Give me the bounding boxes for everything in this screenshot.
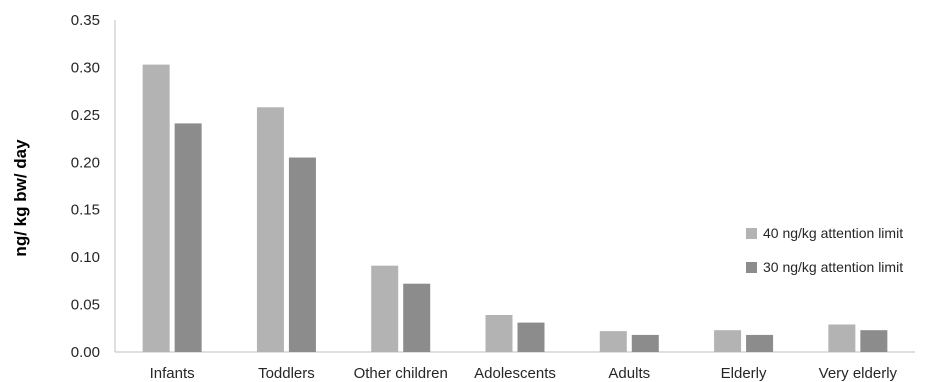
y-axis-ticks: 0.00 0.05 0.10 0.15 0.20 0.25 0.30 0.35 [71,12,100,361]
x-axis-labels: Infants Toddlers Other children Adolescents… [150,365,898,382]
bar-adolescents-series-2 [517,322,545,352]
bar-elderly-series-1 [714,330,742,352]
y-tick-label: 0.05 [71,297,100,314]
bar-infants-series-2 [174,123,202,352]
legend-label: 40 ng/kg attention limit [763,225,903,241]
bars-group [142,64,888,352]
bar-very-elderly-series-2 [860,330,888,352]
y-tick-label: 0.00 [71,344,100,361]
y-tick-label: 0.15 [71,202,100,219]
x-category-label: Adults [608,365,650,382]
legend-swatch [746,262,757,273]
bar-other-children-series-2 [403,283,431,352]
x-category-label: Elderly [721,365,767,382]
legend-swatch [746,228,757,239]
legend: 40 ng/kg attention limit 30 ng/kg attenti… [746,225,903,275]
legend-label: 30 ng/kg attention limit [763,259,903,275]
bar-adolescents-series-1 [485,315,513,352]
bar-very-elderly-series-1 [828,324,856,352]
y-axis-label: ng/ kg bw/ day [11,139,30,257]
y-tick-label: 0.35 [71,12,100,29]
x-category-label: Infants [150,365,195,382]
bar-toddlers-series-1 [256,107,284,352]
bar-adults-series-2 [631,334,659,352]
x-category-label: Other children [354,365,448,382]
bar-adults-series-1 [599,331,627,352]
x-category-label: Very elderly [819,365,898,382]
bar-other-children-series-1 [371,265,399,352]
y-tick-label: 0.20 [71,154,100,171]
x-category-label: Adolescents [474,365,556,382]
bar-infants-series-1 [142,64,170,352]
y-tick-label: 0.30 [71,59,100,76]
bar-elderly-series-2 [746,334,774,352]
bar-toddlers-series-2 [288,157,316,352]
y-tick-label: 0.10 [71,249,100,266]
x-category-label: Toddlers [258,365,315,382]
y-tick-label: 0.25 [71,107,100,124]
